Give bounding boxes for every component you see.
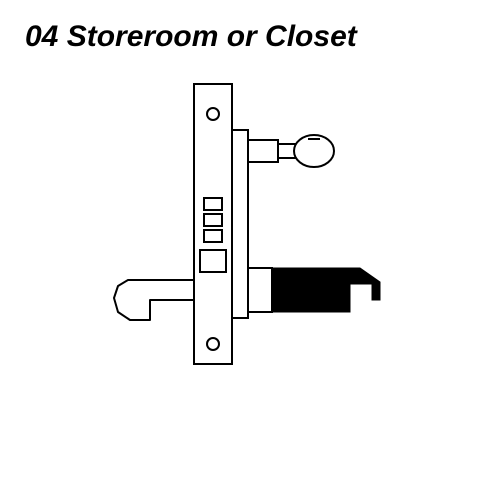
lock-diagram bbox=[0, 0, 500, 500]
